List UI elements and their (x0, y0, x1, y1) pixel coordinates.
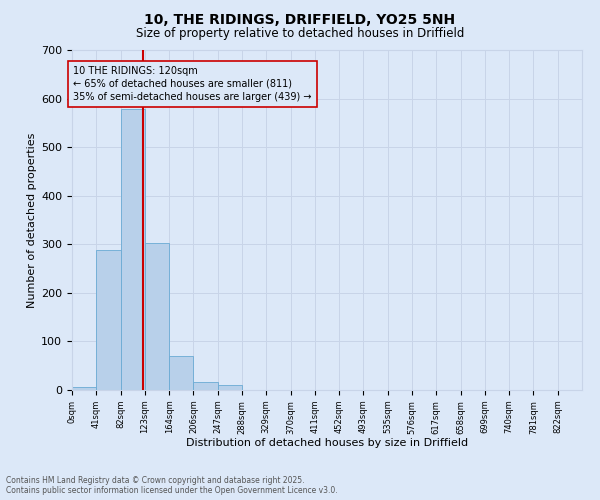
Bar (72, 386, 96, 390)
X-axis label: Distribution of detached houses by size in Driffield: Distribution of detached houses by size … (186, 438, 468, 448)
Text: Contains HM Land Registry data © Crown copyright and database right 2025.
Contai: Contains HM Land Registry data © Crown c… (6, 476, 338, 495)
Bar (193, 382, 218, 390)
Bar (121, 110, 145, 390)
Bar (96, 250, 121, 390)
Text: 10, THE RIDINGS, DRIFFIELD, YO25 5NH: 10, THE RIDINGS, DRIFFIELD, YO25 5NH (145, 12, 455, 26)
Bar (169, 356, 193, 390)
Text: Size of property relative to detached houses in Driffield: Size of property relative to detached ho… (136, 28, 464, 40)
Bar (218, 385, 242, 390)
Text: 10 THE RIDINGS: 120sqm
← 65% of detached houses are smaller (811)
35% of semi-de: 10 THE RIDINGS: 120sqm ← 65% of detached… (73, 66, 311, 102)
Bar (145, 243, 169, 390)
Y-axis label: Number of detached properties: Number of detached properties (27, 132, 37, 308)
